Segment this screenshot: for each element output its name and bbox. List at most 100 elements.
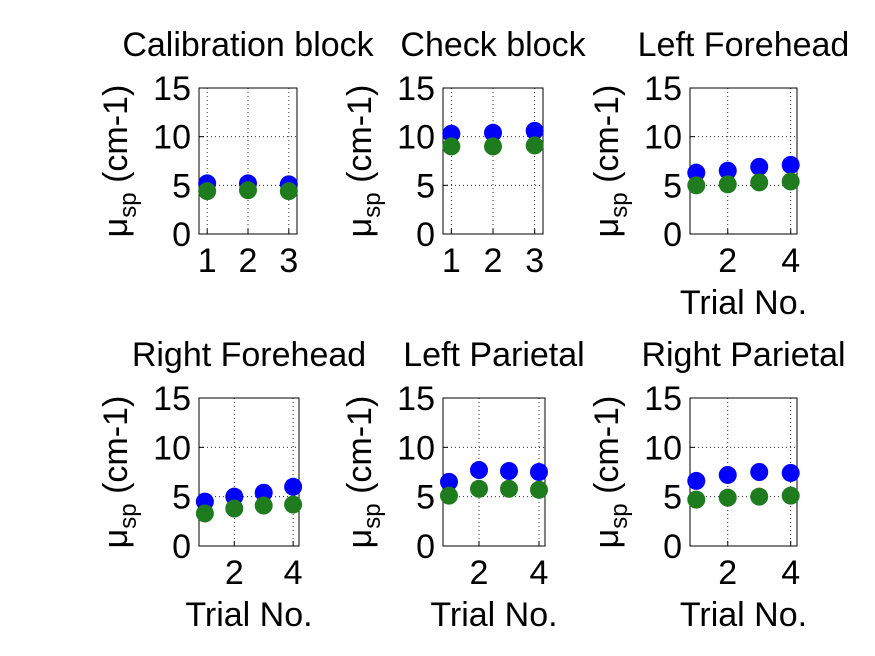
data-point-series-2	[484, 137, 502, 156]
x-tick-label: 2	[718, 242, 737, 280]
subplot-2: 0 5 10 15 1 2 3 Check block μsp (cm-1)	[341, 26, 587, 280]
data-point-series-1	[781, 155, 800, 174]
y-tick-label: 0	[416, 216, 435, 254]
data-point-series-2	[781, 172, 800, 191]
axes-frame	[442, 397, 546, 547]
axes-frame	[198, 397, 300, 547]
x-axis-label: Trial No.	[430, 596, 557, 634]
x-tick-label: 4	[781, 242, 800, 280]
subplot-title: Right Forehead	[132, 336, 366, 374]
y-tick-label: 10	[644, 119, 682, 157]
data-point-series-2	[279, 182, 298, 201]
data-point-series-1	[525, 121, 544, 140]
subplot-5: 0 5 10 15 2 4 Left Parietal μsp (cm-1) Trial No.	[341, 336, 585, 634]
y-tick-label: 15	[153, 70, 191, 108]
subplot-title: Left Forehead	[638, 26, 850, 64]
y-tick-label: 0	[663, 528, 682, 566]
data-point-series-1	[718, 161, 737, 180]
x-tick-label: 4	[781, 554, 800, 592]
subplot-title: Check block	[400, 26, 586, 64]
y-tick-label: 10	[153, 119, 191, 157]
x-tick-label: 2	[718, 554, 737, 592]
data-point-series-1	[687, 471, 706, 490]
data-point-series-2	[195, 504, 214, 523]
data-point-series-1	[750, 463, 769, 481]
y-tick-label: 15	[644, 380, 682, 418]
data-point-series-1	[254, 483, 273, 502]
y-tick-label: 5	[172, 479, 191, 517]
data-point-series-2	[442, 137, 461, 156]
y-tick-label: 0	[663, 216, 682, 254]
data-point-series-2	[470, 479, 488, 498]
x-tick-label: 1	[442, 242, 461, 280]
x-tick-label: 2	[470, 554, 489, 592]
x-axis-label: Trial No.	[185, 596, 312, 634]
subplot-title: Left Parietal	[403, 336, 584, 374]
subplot-title: Right Parietal	[641, 336, 845, 374]
x-tick-label: 2	[239, 242, 258, 280]
y-tick-label: 5	[416, 167, 435, 205]
x-tick-label: 4	[530, 554, 549, 592]
y-axis-label: μsp (cm-1)	[341, 85, 386, 238]
x-tick-label: 4	[284, 554, 303, 592]
y-tick-label: 10	[644, 429, 682, 467]
data-point-series-2	[525, 136, 544, 155]
data-point-series-2	[284, 495, 303, 514]
subplot-1: 0 5 10 15 1 2 3 Calibration block μsp (cm-1)	[97, 26, 375, 280]
data-point-series-1	[750, 157, 769, 176]
y-tick-label: 0	[416, 528, 435, 566]
data-point-series-1	[484, 123, 502, 142]
y-tick-label: 10	[397, 119, 435, 157]
data-point-series-1	[500, 462, 518, 481]
x-axis-label: Trial No.	[680, 596, 807, 634]
y-axis-label: μsp (cm-1)	[588, 396, 633, 549]
data-point-series-1	[687, 163, 706, 182]
data-point-series-1	[718, 465, 737, 484]
data-point-series-2	[687, 490, 706, 509]
y-axis-label: μsp (cm-1)	[588, 85, 633, 238]
subplot-4: 0 5 10 15 2 4 Right Forehead μsp (cm-1) Trial No…	[97, 336, 366, 634]
y-tick-label: 15	[397, 380, 435, 418]
data-point-series-1	[470, 461, 488, 480]
x-tick-label: 3	[279, 242, 298, 280]
data-point-series-2	[687, 176, 706, 195]
y-tick-label: 15	[397, 70, 435, 108]
y-tick-label: 5	[172, 167, 191, 205]
y-tick-label: 10	[153, 429, 191, 467]
y-tick-label: 5	[663, 479, 682, 517]
data-point-series-2	[500, 479, 518, 498]
data-point-series-2	[718, 175, 737, 194]
y-tick-label: 0	[172, 528, 191, 566]
y-tick-label: 10	[397, 429, 435, 467]
data-point-series-2	[750, 173, 769, 192]
y-axis-label: μsp (cm-1)	[97, 396, 142, 549]
data-point-series-2	[718, 488, 737, 507]
data-point-series-2	[781, 486, 800, 505]
x-tick-label: 2	[484, 242, 503, 280]
data-point-series-2	[198, 182, 217, 201]
y-axis-label: μsp (cm-1)	[341, 396, 386, 549]
x-axis-label: Trial No.	[680, 284, 807, 322]
axes-frame	[689, 87, 798, 235]
data-point-series-2	[254, 496, 273, 515]
y-tick-label: 5	[416, 479, 435, 517]
data-point-series-2	[239, 181, 257, 200]
x-tick-label: 1	[198, 242, 217, 280]
data-point-series-2	[440, 486, 458, 505]
data-point-series-1	[440, 472, 458, 491]
y-tick-label: 5	[663, 167, 682, 205]
data-point-series-1	[530, 463, 548, 481]
y-tick-label: 0	[172, 216, 191, 254]
data-point-series-2	[225, 499, 244, 518]
x-tick-label: 2	[225, 554, 244, 592]
y-axis-label: μsp (cm-1)	[97, 85, 142, 238]
data-point-series-1	[284, 477, 303, 496]
x-tick-label: 3	[525, 242, 544, 280]
data-point-series-1	[442, 124, 461, 143]
y-tick-label: 15	[644, 70, 682, 108]
data-point-series-2	[530, 480, 548, 499]
data-point-series-2	[750, 487, 769, 506]
